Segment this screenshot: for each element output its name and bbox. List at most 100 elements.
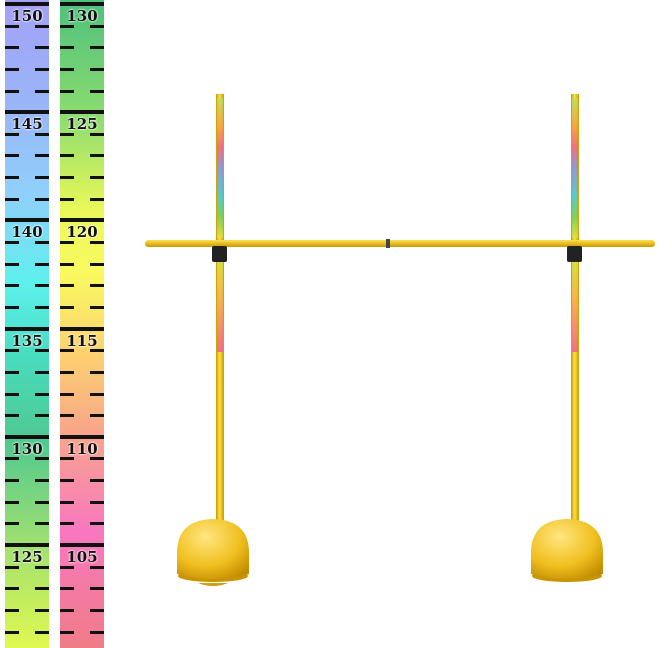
minor-tick xyxy=(5,132,19,136)
minor-tick xyxy=(90,262,104,266)
minor-tick xyxy=(5,349,19,353)
height-ruler-right: 130 125 120 115 110 105 xyxy=(60,0,104,648)
minor-tick xyxy=(90,565,104,569)
minor-tick xyxy=(90,608,104,612)
minor-tick xyxy=(5,608,19,612)
minor-tick xyxy=(60,479,74,483)
minor-tick xyxy=(35,305,49,309)
minor-tick xyxy=(35,479,49,483)
minor-tick xyxy=(60,132,74,136)
ruler-label: 125 xyxy=(66,115,98,134)
minor-tick xyxy=(35,608,49,612)
minor-tick xyxy=(35,522,49,526)
minor-tick xyxy=(60,587,74,591)
minor-tick xyxy=(5,392,19,396)
minor-tick xyxy=(90,197,104,201)
minor-tick xyxy=(35,262,49,266)
minor-tick xyxy=(5,630,19,634)
minor-tick xyxy=(60,241,74,245)
minor-tick xyxy=(35,89,49,93)
height-ruler-left: 150 145 140 135 130 125 xyxy=(5,0,49,648)
minor-tick xyxy=(60,565,74,569)
minor-tick xyxy=(60,24,74,28)
minor-tick xyxy=(60,89,74,93)
major-tick xyxy=(60,110,104,115)
minor-tick xyxy=(60,370,74,374)
left-stand xyxy=(177,94,249,586)
minor-tick xyxy=(35,349,49,353)
minor-tick xyxy=(35,500,49,504)
minor-tick xyxy=(60,630,74,634)
ruler-label: 130 xyxy=(66,7,98,25)
minor-tick xyxy=(35,630,49,634)
ruler-label: 145 xyxy=(11,115,43,134)
minor-tick xyxy=(60,414,74,418)
minor-tick xyxy=(60,305,74,309)
major-tick xyxy=(5,543,49,547)
minor-tick xyxy=(5,370,19,374)
minor-tick xyxy=(5,457,19,461)
minor-tick xyxy=(60,349,74,353)
minor-tick xyxy=(90,67,104,71)
minor-tick xyxy=(5,89,19,93)
minor-tick xyxy=(35,565,49,569)
minor-tick xyxy=(90,392,104,396)
minor-tick xyxy=(60,392,74,396)
minor-tick xyxy=(60,284,74,288)
minor-tick xyxy=(5,500,19,504)
minor-tick xyxy=(90,46,104,50)
minor-tick xyxy=(60,67,74,71)
major-tick xyxy=(5,326,49,331)
minor-tick xyxy=(35,370,49,374)
minor-tick xyxy=(35,587,49,591)
minor-tick xyxy=(60,608,74,612)
minor-tick xyxy=(35,176,49,180)
minor-tick xyxy=(35,284,49,288)
minor-tick xyxy=(5,67,19,71)
ruler-label: 150 xyxy=(11,7,43,25)
minor-tick xyxy=(5,154,19,158)
major-tick xyxy=(5,218,49,223)
minor-tick xyxy=(90,414,104,418)
minor-tick xyxy=(60,522,74,526)
minor-tick xyxy=(90,349,104,353)
minor-tick xyxy=(90,89,104,93)
right-clamp xyxy=(567,246,582,262)
minor-tick xyxy=(5,262,19,266)
minor-tick xyxy=(90,132,104,136)
major-tick xyxy=(60,2,104,6)
ruler-label: 130 xyxy=(11,439,43,458)
minor-tick xyxy=(5,479,19,483)
minor-tick xyxy=(90,522,104,526)
minor-tick xyxy=(35,154,49,158)
minor-tick xyxy=(5,241,19,245)
right-stand xyxy=(531,94,603,582)
ruler-label: 105 xyxy=(66,548,98,566)
ruler-label: 140 xyxy=(11,223,43,242)
minor-tick xyxy=(90,24,104,28)
minor-tick xyxy=(35,414,49,418)
minor-tick xyxy=(90,241,104,245)
ruler-label: 125 xyxy=(11,548,43,566)
major-tick xyxy=(60,326,104,331)
minor-tick xyxy=(5,522,19,526)
right-base xyxy=(531,519,603,579)
ruler-label: 115 xyxy=(66,331,98,350)
minor-tick xyxy=(90,457,104,461)
minor-tick xyxy=(90,305,104,309)
minor-tick xyxy=(60,46,74,50)
minor-tick xyxy=(5,414,19,418)
minor-tick xyxy=(35,132,49,136)
minor-tick xyxy=(60,176,74,180)
minor-tick xyxy=(60,197,74,201)
ruler-label: 120 xyxy=(66,223,98,242)
minor-tick xyxy=(35,241,49,245)
major-tick xyxy=(60,434,104,439)
minor-tick xyxy=(5,197,19,201)
major-tick xyxy=(60,543,104,547)
minor-tick xyxy=(5,24,19,28)
minor-tick xyxy=(90,630,104,634)
ruler-label: 110 xyxy=(66,439,98,458)
major-tick xyxy=(5,2,49,6)
